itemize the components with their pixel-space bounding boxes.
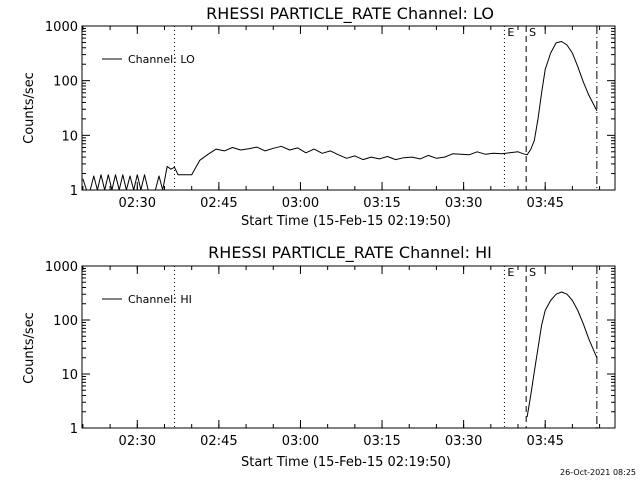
- lo-plot-frame: [81, 25, 616, 191]
- lo-marker-label: E: [507, 26, 514, 39]
- hi-y-tick-label: 100: [53, 314, 78, 329]
- lo-y-axis-label: Counts/sec: [22, 72, 37, 144]
- lo-legend-label: Channel: LO: [128, 53, 195, 66]
- lo-y-tick-label: 1: [70, 184, 78, 199]
- hi-x-tick-label: 03:15: [363, 434, 400, 449]
- hi-x-tick-label: 03:45: [526, 434, 563, 449]
- hi-y-axis-label: Counts/sec: [22, 312, 37, 384]
- lo-x-tick-label: 03:15: [363, 196, 400, 211]
- lo-series-line: [82, 41, 598, 191]
- lo-y-tick-label: 10: [61, 129, 78, 144]
- timestamp-label: 26-Oct-2021 08:25: [560, 468, 636, 477]
- lo-x-tick-label: 02:45: [200, 196, 237, 211]
- hi-series-line: [526, 291, 598, 418]
- hi-chart-title: RHESSI PARTICLE_RATE Channel: HI: [208, 243, 492, 263]
- hi-plot-frame: [81, 265, 616, 429]
- chart-marks: 1 10 100 1000 02:30 02:45 03:00 03:15 03:30 03:45…: [45, 20, 616, 449]
- lo-marker-label: S: [529, 26, 536, 39]
- hi-x-tick-label: 02:30: [119, 434, 156, 449]
- hi-marker-label: E: [507, 266, 514, 279]
- hi-legend-label: Channel: HI: [128, 293, 192, 306]
- lo-x-tick-label: 03:45: [526, 196, 563, 211]
- hi-x-tick-label: 02:45: [200, 434, 237, 449]
- hi-y-tick-label: 10: [61, 368, 78, 383]
- hi-y-tick-label: 1000: [45, 260, 78, 275]
- hi-x-tick-label: 03:00: [282, 434, 319, 449]
- lo-y-tick-label: 100: [53, 75, 78, 90]
- lo-chart-title: RHESSI PARTICLE_RATE Channel: LO: [206, 4, 494, 24]
- lo-x-tick-label: 03:30: [445, 196, 482, 211]
- hi-x-axis-label: Start Time (15-Feb-15 02:19:50): [241, 455, 451, 470]
- hi-y-tick-label: 1: [70, 422, 78, 437]
- hi-marker-label: S: [529, 266, 536, 279]
- lo-x-tick-label: 03:00: [282, 196, 319, 211]
- lo-y-tick-label: 1000: [45, 20, 78, 35]
- lo-x-axis-label: Start Time (15-Feb-15 02:19:50): [241, 214, 451, 229]
- hi-x-tick-label: 03:30: [445, 434, 482, 449]
- lo-x-tick-label: 02:30: [119, 196, 156, 211]
